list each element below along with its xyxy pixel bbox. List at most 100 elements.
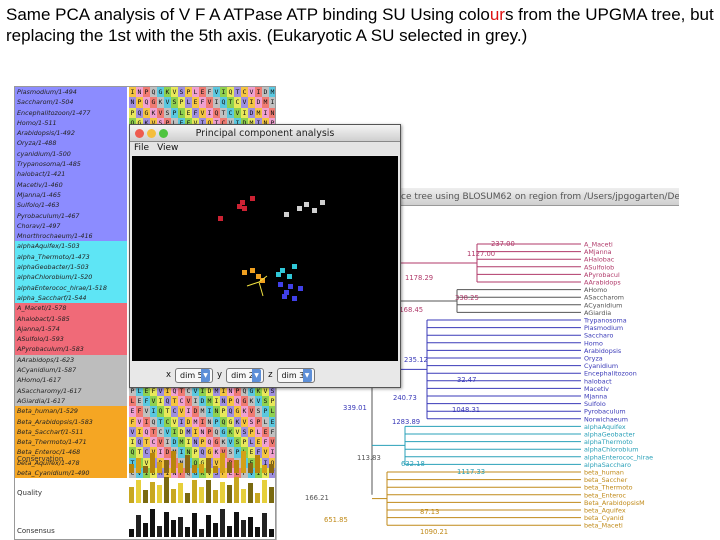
sequence-name[interactable]: Macetiv/1-460 (15, 179, 127, 190)
pca-point[interactable] (276, 272, 281, 277)
tree-leaf-label[interactable]: alphaGeobacter (584, 431, 635, 439)
tree-leaf-label[interactable]: AGiardia (584, 309, 611, 317)
sequence-name[interactable]: AGiardia/1-617 (15, 395, 127, 407)
sequence-name[interactable]: Beta_human/1-529 (15, 406, 127, 417)
sequence-name[interactable]: Beta_Saccharf/1-511 (15, 426, 127, 438)
pca-plot-canvas[interactable] (132, 156, 398, 361)
tree-leaf-label[interactable]: Pyrobaculum (584, 408, 626, 416)
pca-point[interactable] (312, 208, 317, 213)
close-button[interactable] (135, 129, 144, 138)
pca-point[interactable] (287, 274, 292, 279)
tree-leaf-label[interactable]: alphaChlorobium (584, 446, 638, 454)
pca-point[interactable] (304, 202, 309, 207)
sequence-name[interactable]: Trypanosoma/1-485 (15, 159, 127, 170)
tree-leaf-label[interactable]: halobact (584, 377, 612, 385)
tree-leaf-label[interactable]: AArabidops (584, 279, 621, 287)
pca-point[interactable] (242, 206, 247, 211)
sequence-name[interactable]: alphaEnterococ_hirae/1-518 (15, 282, 127, 293)
pca-point[interactable] (280, 268, 285, 273)
tree-leaf-label[interactable]: ASaccharom (584, 294, 624, 302)
sequence-name[interactable]: beta_Cyanidium/1-490 (15, 467, 127, 479)
sequence-name[interactable]: Chorav/1-497 (15, 220, 127, 232)
sequence-name[interactable]: cyanidium/1-500 (15, 148, 127, 160)
sequence-name[interactable]: ASaccharomy/1-617 (15, 385, 127, 396)
tree-leaf-label[interactable]: Oryza (584, 355, 603, 363)
sequence-name[interactable]: Beta_Arabidopsis/1-583 (15, 416, 127, 427)
z-dim-select[interactable]: dim 3 ▼ (276, 367, 315, 383)
pca-point[interactable] (284, 212, 289, 217)
sequence-name[interactable]: Plasmodium/1-494 (15, 87, 127, 98)
sequence-name[interactable]: halobact/1-421 (15, 169, 127, 180)
sequence-name[interactable]: alpha_Saccharf/1-544 (15, 292, 127, 304)
tree-leaf-label[interactable]: Encephalitozoon (584, 370, 637, 378)
tree-leaf-label[interactable]: beta_Enteroc (584, 491, 627, 499)
tree-leaf-label[interactable]: AHomo (584, 286, 607, 294)
tree-leaf-label[interactable]: Plasmodium (584, 324, 623, 332)
sequence-name[interactable]: AHomo/1-617 (15, 375, 127, 386)
pca-titlebar[interactable]: Principal component analysis (130, 125, 400, 142)
tree-leaf-label[interactable]: Sulfolo (584, 400, 606, 408)
tree-leaf-label[interactable]: Norwichaeum (584, 415, 628, 423)
sequence-name[interactable]: alphaGeobacter/1-503 (15, 262, 127, 273)
sequence-name[interactable]: Homo/1-511 (15, 117, 127, 129)
pca-point[interactable] (260, 278, 265, 283)
tree-leaf-label[interactable]: alphaAquifex (584, 423, 626, 431)
tree-leaf-label[interactable]: beta_Maceti (584, 522, 623, 530)
sequence-name[interactable]: AArabidops/1-623 (15, 354, 127, 366)
sequence-name[interactable]: Arabidopsis/1-492 (15, 128, 127, 139)
sequence-name[interactable]: Ahalobact/1-585 (15, 313, 127, 324)
tree-leaf-label[interactable]: alphaThermoto (584, 438, 633, 446)
sequence-name[interactable]: Encephalitozoon/1-477 (15, 107, 127, 118)
pca-point[interactable] (282, 294, 287, 299)
pca-point[interactable] (298, 286, 303, 291)
sequence-name[interactable]: Mjanna/1-465 (15, 189, 127, 201)
pca-point[interactable] (278, 282, 283, 287)
sequence-name[interactable]: Mnorthrochaeum/1-416 (15, 231, 127, 242)
sequence-name[interactable]: Saccharom/1-504 (15, 97, 127, 108)
tree-leaf-label[interactable]: Beta_ArabidopsisM (584, 499, 645, 507)
pca-point[interactable] (240, 200, 245, 205)
sequence-name[interactable]: Ajanna/1-574 (15, 323, 127, 335)
tree-leaf-label[interactable]: alphaEnterococ_hirae (584, 453, 653, 461)
pca-point[interactable] (256, 274, 261, 279)
pca-point[interactable] (292, 264, 297, 269)
tree-leaf-label[interactable]: Cyanidium (584, 362, 618, 370)
sequence-name[interactable]: Beta_Enteroc/1-468 (15, 447, 127, 458)
sequence-name[interactable]: Pyrobaculum/1-467 (15, 210, 127, 221)
sequence-name[interactable]: alpha_Thermoto/1-473 (15, 251, 127, 263)
tree-leaf-label[interactable]: AMjanna (584, 248, 612, 256)
sequence-name[interactable]: APyrobaculum/1-583 (15, 344, 127, 355)
tree-leaf-label[interactable]: beta_Saccher (584, 476, 628, 484)
sequence-name[interactable]: Sulfolo/1-463 (15, 200, 127, 211)
pca-point[interactable] (292, 296, 297, 301)
tree-leaf-label[interactable]: APyrobacul (584, 271, 620, 279)
pca-point[interactable] (237, 204, 242, 209)
sequence-name[interactable]: alphaChlorobium/1-520 (15, 272, 127, 283)
pca-point[interactable] (320, 200, 325, 205)
sequence-name[interactable]: A_Maceti/1-578 (15, 303, 127, 314)
sequence-name[interactable]: beta_Aquifex/1-478 (15, 457, 127, 468)
sequence-name[interactable]: ASulfolo/1-593 (15, 334, 127, 345)
pca-point[interactable] (250, 268, 255, 273)
tree-leaf-label[interactable]: Arabidopsis (584, 347, 622, 355)
sequence-name[interactable]: ACyanidium/1-587 (15, 365, 127, 376)
tree-leaf-label[interactable]: Homo (584, 339, 603, 347)
tree-leaf-label[interactable]: AHalobac (584, 256, 615, 264)
pca-point[interactable] (288, 284, 293, 289)
pca-point[interactable] (242, 270, 247, 275)
tree-leaf-label[interactable]: A_Maceti (584, 241, 613, 249)
x-dim-select[interactable]: dim 5 ▼ (175, 367, 214, 383)
pca-window[interactable]: Principal component analysis File View x… (129, 124, 401, 388)
menu-view[interactable]: View (157, 143, 179, 153)
minimize-button[interactable] (147, 129, 156, 138)
tree-leaf-label[interactable]: beta_Aquifex (584, 507, 626, 515)
tree-leaf-label[interactable]: ASulfolob (584, 263, 614, 271)
pca-point[interactable] (297, 206, 302, 211)
sequence-name[interactable]: alphaAquifex/1-503 (15, 241, 127, 252)
tree-leaf-label[interactable]: beta_human (584, 469, 624, 477)
y-dim-select[interactable]: dim 2 ▼ (226, 367, 265, 383)
sequence-name[interactable]: Beta_Thermoto/1-471 (15, 437, 127, 448)
tree-leaf-label[interactable]: alphaSaccharo (584, 461, 631, 469)
pca-point[interactable] (218, 216, 223, 221)
menu-file[interactable]: File (134, 143, 150, 153)
